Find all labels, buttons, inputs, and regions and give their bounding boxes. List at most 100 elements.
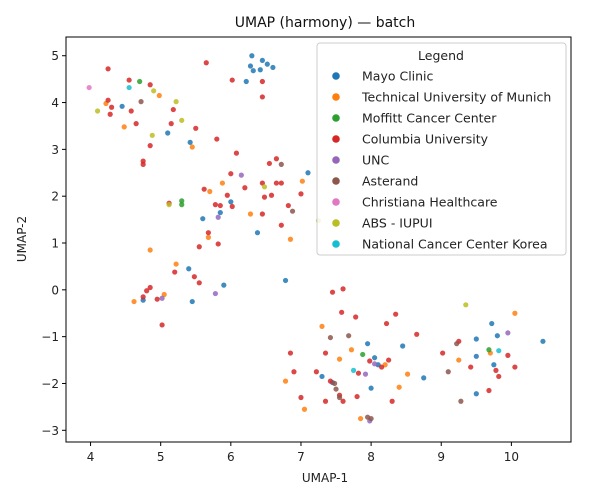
data-point — [421, 375, 427, 381]
data-point — [140, 161, 146, 167]
data-point — [473, 336, 479, 342]
data-point — [259, 57, 265, 64]
data-point — [298, 191, 304, 197]
data-point — [505, 352, 511, 358]
legend: Legend Mayo Clinic Technical University o… — [316, 42, 567, 256]
data-point — [299, 178, 305, 184]
y-tick-label: 5 — [51, 49, 59, 63]
data-point — [147, 247, 153, 253]
data-point — [94, 108, 101, 114]
legend-label: Technical University of Munich — [361, 90, 551, 105]
data-point — [173, 261, 179, 267]
data-point — [313, 369, 319, 375]
x-tick-label: 10 — [504, 450, 519, 464]
data-point — [119, 103, 125, 109]
data-point — [301, 406, 308, 412]
data-point — [354, 393, 360, 400]
data-point — [348, 347, 355, 353]
y-tick-label: 0 — [51, 283, 59, 297]
data-point — [473, 353, 479, 359]
data-point — [333, 386, 339, 392]
y-tick-label: 4 — [51, 96, 59, 110]
data-point — [372, 355, 378, 361]
data-point — [512, 364, 518, 370]
data-point — [257, 67, 263, 73]
data-point — [128, 108, 134, 114]
data-point — [278, 222, 284, 228]
data-point — [212, 290, 218, 297]
data-point — [322, 350, 329, 356]
data-point — [278, 161, 284, 167]
data-point — [147, 143, 153, 149]
data-point — [264, 61, 270, 67]
data-point — [360, 351, 366, 358]
data-point — [259, 78, 265, 85]
data-point — [278, 180, 284, 186]
data-point — [249, 53, 255, 59]
data-point — [383, 320, 390, 327]
data-point — [189, 144, 195, 150]
legend-marker — [332, 240, 340, 248]
legend-title: Legend — [418, 48, 464, 63]
series-points — [137, 78, 492, 358]
data-point — [491, 362, 497, 368]
data-point — [261, 184, 268, 190]
data-point — [219, 180, 226, 186]
data-point — [189, 298, 195, 305]
data-point — [108, 104, 115, 110]
data-point — [105, 66, 111, 72]
x-tick-label: 7 — [297, 450, 305, 464]
legend-marker — [332, 114, 340, 122]
data-point — [287, 350, 294, 356]
x-tick-label: 4 — [87, 450, 95, 464]
y-axis: −3 −2 −1 0 1 2 3 4 5 — [41, 49, 66, 438]
data-point — [353, 314, 359, 320]
data-point — [138, 99, 144, 105]
data-point — [266, 160, 273, 167]
data-point — [468, 364, 474, 370]
legend-marker — [332, 156, 340, 164]
legend-label: UNC — [362, 153, 389, 168]
data-point — [414, 331, 420, 337]
x-axis-label: UMAP-1 — [302, 471, 348, 485]
series-points — [94, 88, 469, 308]
y-axis-label: UMAP-2 — [15, 216, 29, 262]
data-point — [133, 121, 139, 127]
data-point — [273, 156, 280, 162]
data-point — [496, 373, 502, 380]
data-point — [254, 230, 261, 236]
data-point — [505, 330, 511, 336]
legend-label: National Cancer Center Korea — [362, 237, 548, 252]
data-point — [215, 241, 221, 247]
data-point — [396, 384, 402, 390]
series-points — [103, 92, 518, 422]
legend-marker — [332, 198, 340, 206]
data-point — [473, 391, 479, 397]
data-point — [327, 334, 334, 341]
data-point — [368, 415, 374, 422]
data-point — [126, 84, 132, 91]
data-point — [259, 211, 265, 217]
data-point — [179, 202, 185, 208]
x-tick-label: 9 — [437, 450, 445, 464]
series-points — [138, 99, 464, 422]
data-point — [233, 150, 240, 156]
data-point — [228, 171, 234, 177]
series-points — [105, 60, 518, 404]
data-point — [205, 230, 211, 236]
data-point — [458, 398, 464, 404]
data-point — [364, 341, 371, 347]
data-point — [168, 121, 174, 127]
data-point — [131, 298, 137, 305]
series-points — [159, 172, 511, 424]
data-point — [289, 208, 296, 214]
data-point — [137, 78, 143, 85]
data-point — [242, 185, 248, 191]
data-point — [456, 357, 462, 363]
legend-label: Christiana Healthcare — [362, 195, 498, 210]
data-point — [172, 269, 178, 275]
data-point — [203, 60, 209, 66]
data-point — [86, 84, 92, 91]
x-tick-label: 5 — [157, 450, 165, 464]
